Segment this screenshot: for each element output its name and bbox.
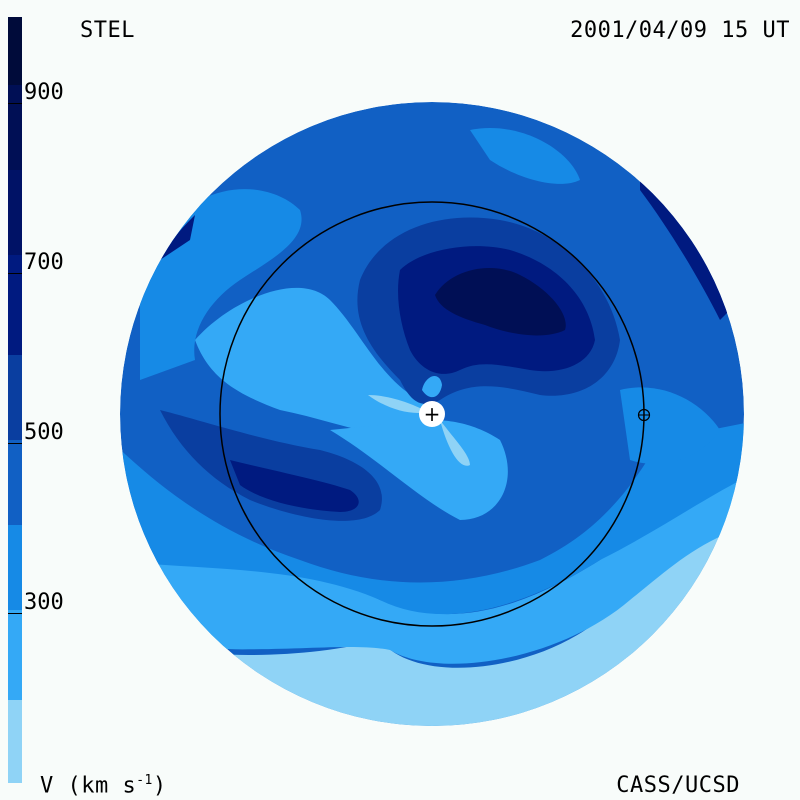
region-800-core [435, 267, 566, 336]
colorbar-band-9 [8, 700, 22, 783]
colorbar-tick-700: 700 [8, 252, 64, 274]
earth-marker [637, 408, 651, 422]
colorbar-tick-900: 900 [8, 82, 64, 104]
region-700-west [230, 460, 359, 512]
region-300-west [195, 287, 435, 440]
credit-label: CASS/UCSD [616, 773, 740, 798]
region-300-south [120, 450, 744, 664]
units-label: V (km s-1) [40, 772, 167, 798]
region-ray-south [440, 420, 470, 466]
sun-marker [419, 401, 445, 427]
region-400-ring [120, 420, 744, 615]
datetime-label: 2001/04/09 15 UT [570, 18, 790, 43]
colorbar-band-5 [8, 355, 22, 440]
sun-symbol: + [424, 402, 441, 426]
colorbar-tick-300: 300 [8, 592, 64, 614]
region-ray-north [422, 375, 442, 398]
region-700-rim-ne [640, 180, 730, 320]
region-400-east [620, 387, 720, 464]
region-300-center [330, 420, 508, 520]
velocity-colorbar [8, 17, 22, 783]
colorbar-band-4 [8, 255, 22, 355]
colorbar-band-3 [8, 170, 22, 255]
colorbar-tick-500: 500 [8, 422, 64, 444]
region-400-top [470, 128, 580, 184]
colorbar-band-8 [8, 610, 22, 700]
colorbar-band-7 [8, 525, 22, 610]
colorbar-band-1 [8, 17, 22, 85]
colorbar-band-2 [8, 85, 22, 170]
region-700-rim-nw [160, 215, 195, 260]
colorbar-band-6 [8, 440, 22, 525]
region-ray-west [368, 395, 428, 414]
source-label: STEL [80, 18, 135, 43]
